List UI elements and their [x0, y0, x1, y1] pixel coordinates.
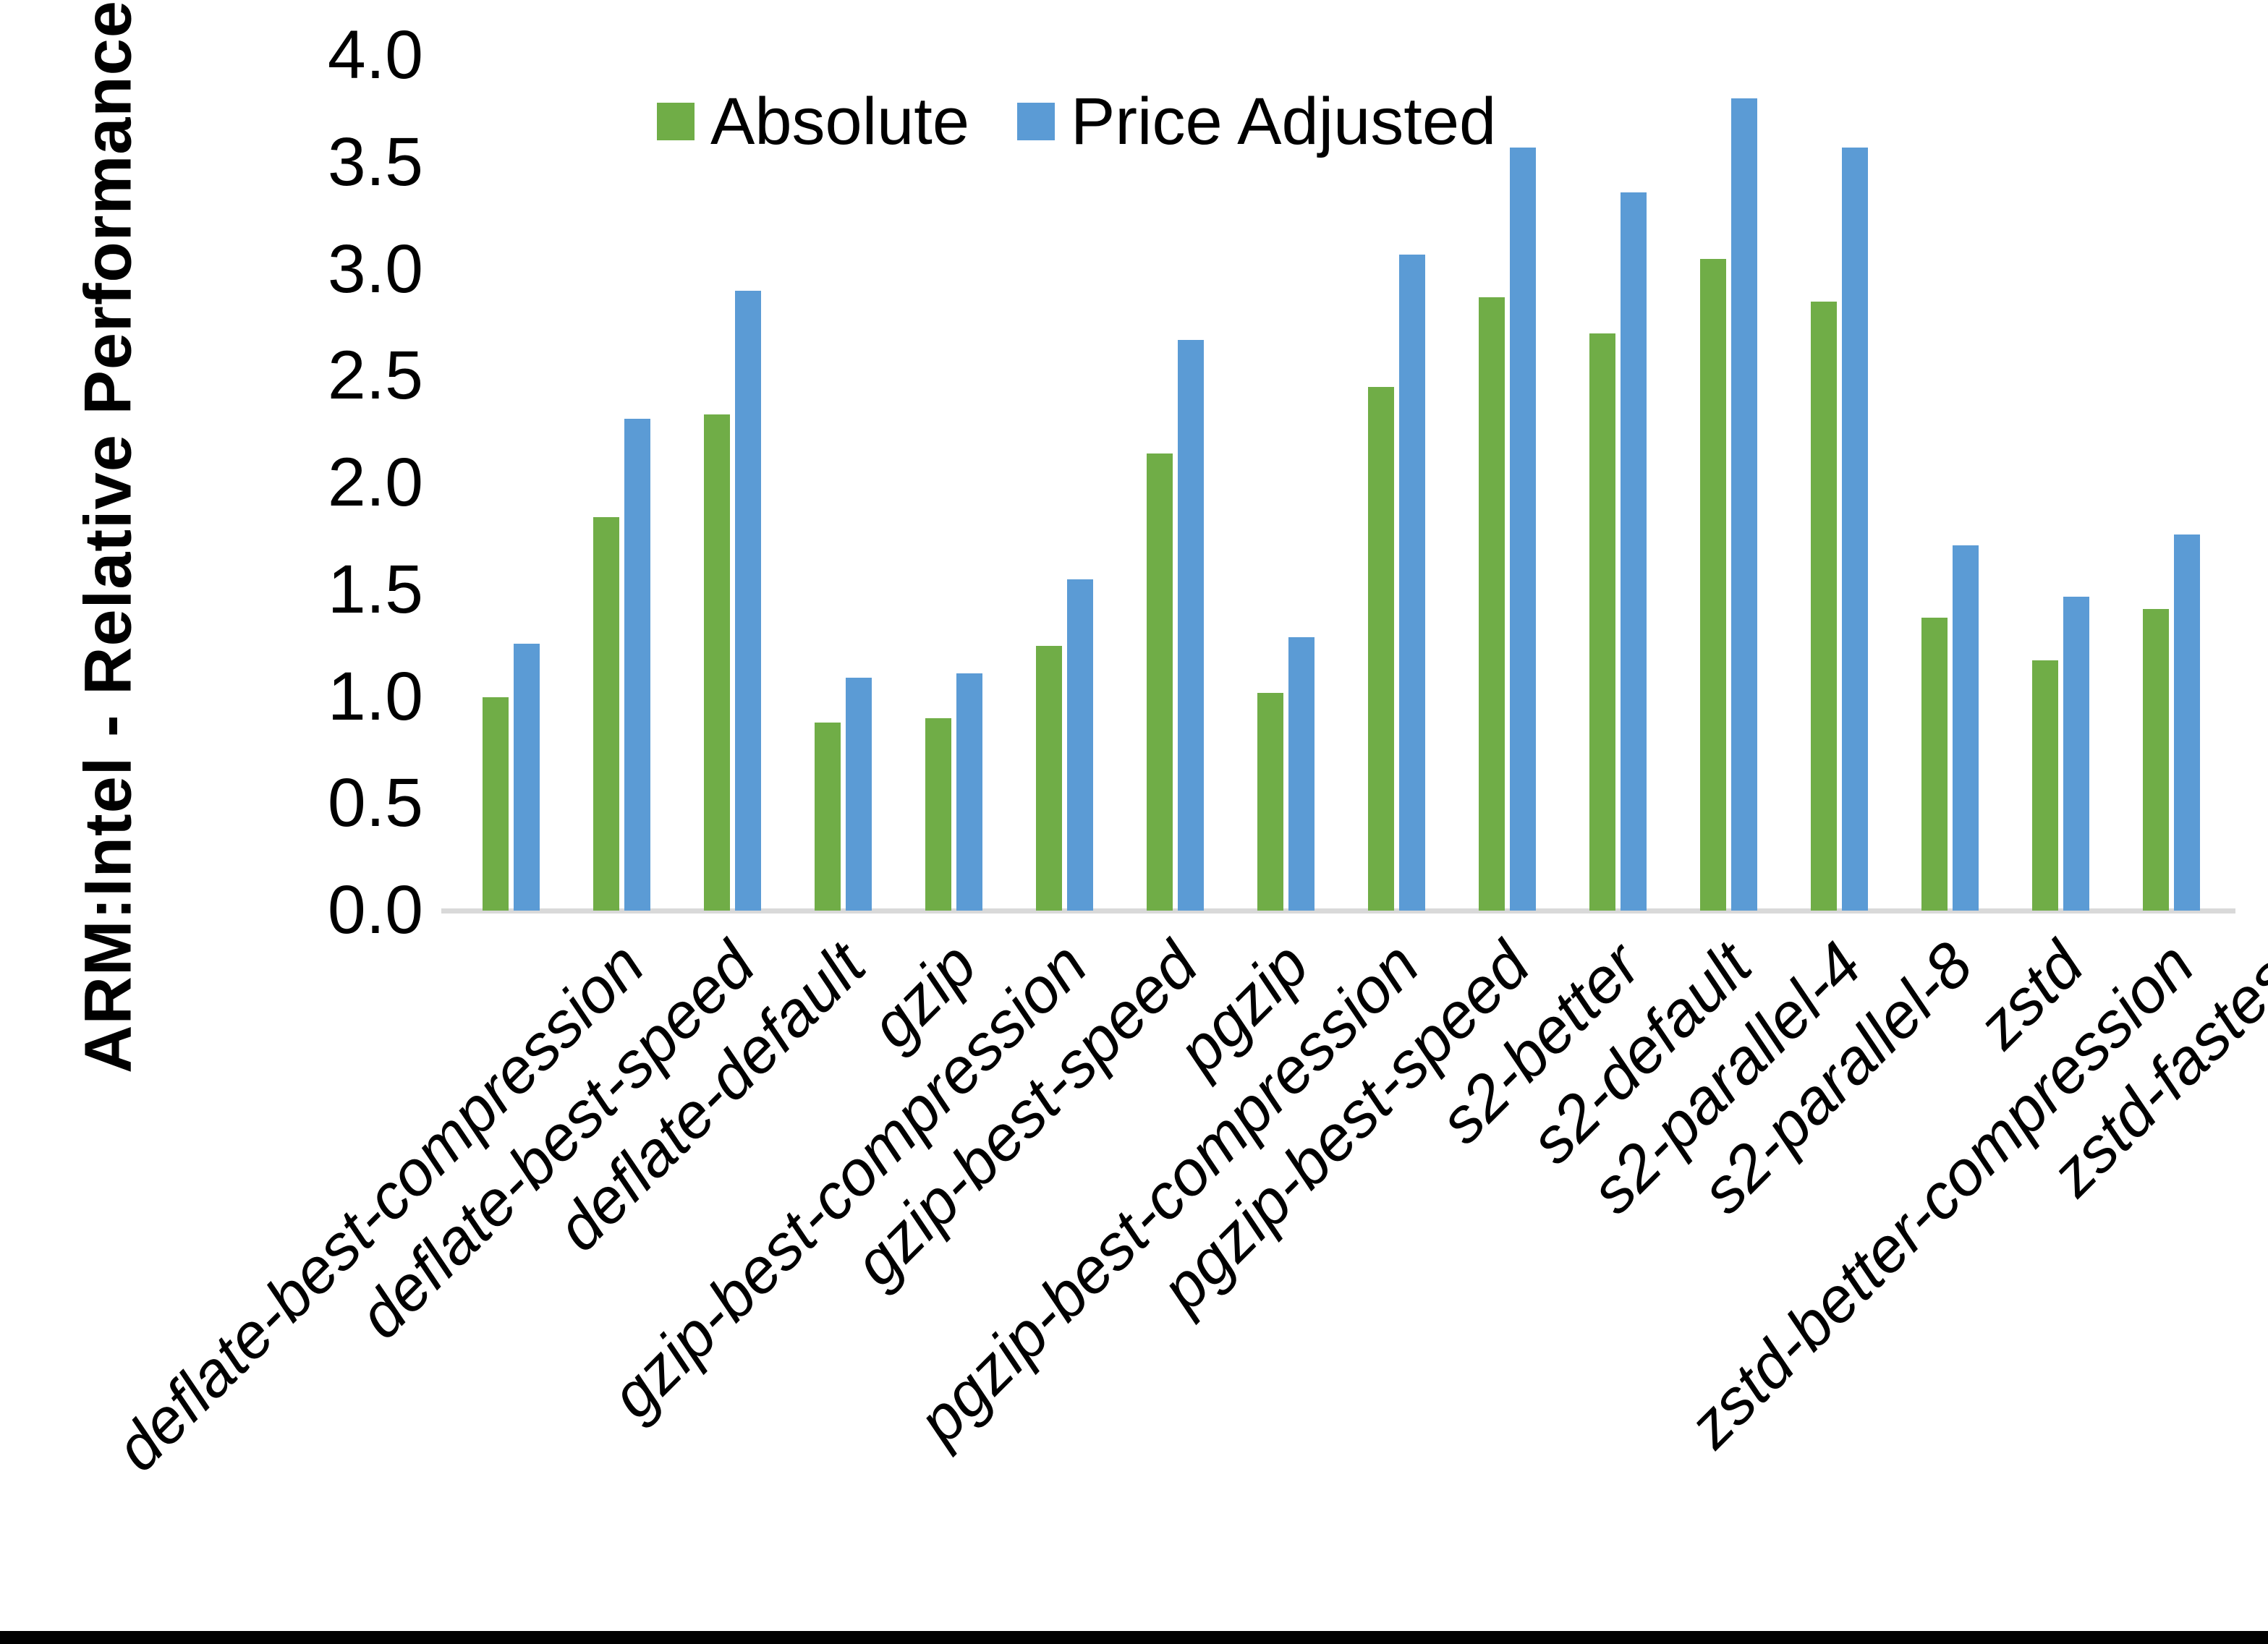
bar-price-adjusted-pgzip-best-compression — [1288, 636, 1314, 911]
y-tick-label: 1.5 — [327, 550, 423, 628]
y-tick-label: 3.0 — [327, 230, 423, 307]
bar-absolute-pgzip-best-compression — [1257, 692, 1283, 911]
y-tick-label: 0.5 — [327, 764, 423, 842]
y-tick-label: 4.0 — [327, 17, 423, 93]
bar-price-adjusted-gzip-best-speed — [1067, 579, 1093, 911]
bottom-border — [0, 1631, 2268, 1644]
legend-label-absolute: Absolute — [710, 85, 970, 158]
bar-absolute-deflate-best-speed — [593, 517, 619, 911]
bar-price-adjusted-gzip-best-compression — [956, 673, 982, 911]
bar-absolute-s2-parallel-8 — [1811, 301, 1837, 911]
bar-absolute-gzip — [815, 722, 841, 911]
bar-price-adjusted-zstd-fastest — [2174, 534, 2200, 911]
bar-price-adjusted-pgzip-best-speed — [1399, 254, 1425, 911]
bar-price-adjusted-pgzip — [1178, 340, 1204, 911]
bar-price-adjusted-deflate-default — [735, 291, 761, 911]
x-axis-line — [441, 908, 2235, 913]
legend-swatch-price-adjusted — [1017, 103, 1056, 140]
bar-absolute-gzip-best-compression — [925, 718, 951, 911]
bar-absolute-deflate-default — [704, 414, 730, 911]
bar-price-adjusted-s2-parallel-8 — [1842, 148, 1868, 911]
bar-absolute-gzip-best-speed — [1036, 645, 1062, 911]
bar-price-adjusted-deflate-best-speed — [624, 419, 650, 911]
bar-price-adjusted-zstd — [1953, 545, 1979, 911]
bar-absolute-zstd-fastest — [2143, 609, 2169, 911]
bar-absolute-s2-default — [1589, 333, 1615, 911]
y-tick-label: 0.0 — [327, 872, 423, 948]
bar-price-adjusted-s2-default — [1621, 192, 1647, 911]
legend-item-absolute: Absolute — [657, 88, 969, 155]
bar-absolute-s2-parallel-4 — [1700, 258, 1726, 911]
bar-price-adjusted-deflate-best-compression — [514, 643, 540, 911]
bar-absolute-pgzip-best-speed — [1368, 387, 1394, 911]
legend-item-price-adjusted: Price Adjusted — [1017, 88, 1496, 155]
bar-absolute-deflate-best-compression — [483, 697, 509, 911]
bar-price-adjusted-zstd-better-compression — [2063, 596, 2089, 911]
bar-price-adjusted-s2-parallel-4 — [1731, 98, 1757, 911]
bar-price-adjusted-s2-better — [1510, 148, 1536, 911]
legend: Absolute Price Adjusted — [657, 88, 1496, 155]
y-tick-label: 1.0 — [327, 657, 423, 735]
legend-label-price-adjusted: Price Adjusted — [1071, 85, 1497, 158]
y-tick-label: 2.0 — [327, 444, 423, 521]
y-axis-title: ARM:Intel - Relative Performance — [71, 0, 145, 1073]
y-tick-label: 3.5 — [327, 123, 423, 200]
bar-absolute-zstd — [1921, 618, 1948, 911]
y-tick-label: 2.5 — [327, 337, 423, 414]
bar-absolute-zstd-better-compression — [2032, 660, 2058, 911]
bar-absolute-pgzip — [1147, 453, 1173, 911]
legend-swatch-absolute — [657, 103, 695, 140]
bar-price-adjusted-gzip — [846, 677, 872, 911]
bar-absolute-s2-better — [1479, 297, 1505, 911]
